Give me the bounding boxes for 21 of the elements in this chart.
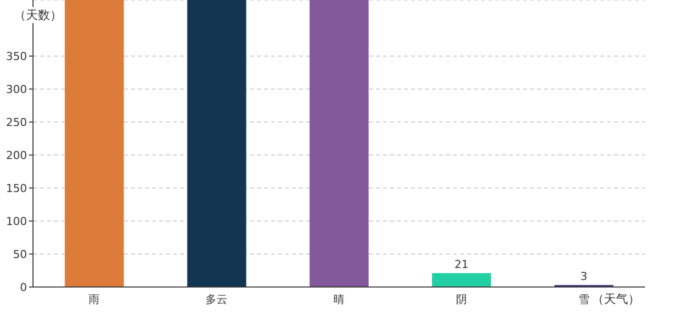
y-tick-label: 150: [6, 182, 27, 195]
y-tick-label: 300: [6, 82, 27, 96]
x-tick-label: 多云: [206, 292, 228, 306]
y-axis-title: （天数）: [14, 7, 62, 23]
x-tick-label: 晴: [334, 292, 344, 306]
bar: [310, 0, 369, 287]
y-tick-label: 50: [13, 248, 27, 261]
bar: [432, 273, 492, 287]
data-label: 21: [454, 258, 469, 272]
y-tick-label: 0: [20, 280, 27, 294]
data-label: 3: [580, 270, 588, 284]
x-tick-label: 雪: [578, 292, 590, 306]
x-axis-title: （天气）: [592, 291, 640, 308]
x-tick-label: 雨: [88, 292, 100, 306]
bar: [187, 0, 246, 287]
x-tick-label: 阴: [456, 292, 467, 306]
y-tick-label: 200: [6, 148, 27, 162]
y-tick-label: 250: [6, 116, 27, 129]
y-tick-label: 100: [6, 214, 27, 228]
bar: [64, 0, 124, 287]
y-tick-label: 350: [6, 50, 27, 63]
